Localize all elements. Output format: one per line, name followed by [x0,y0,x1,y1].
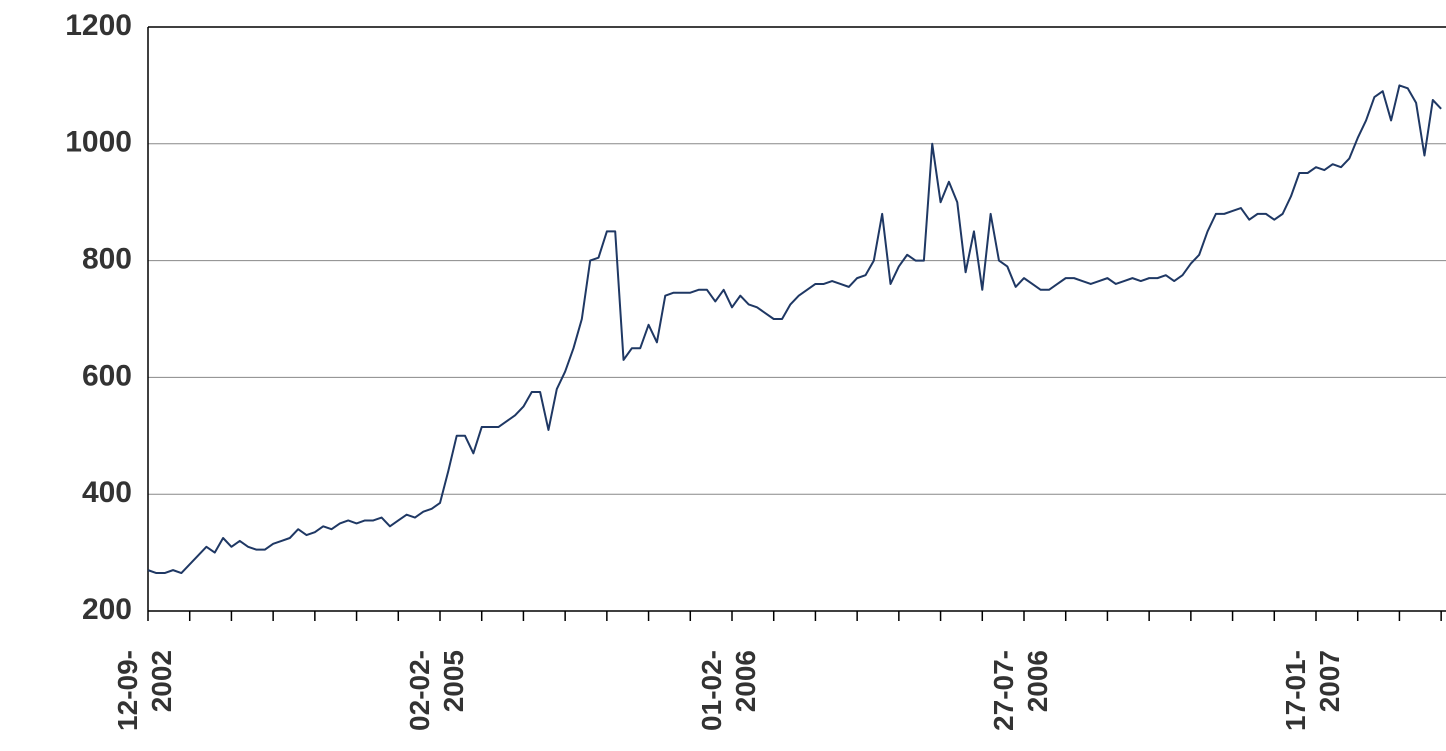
x-tick-label: 17-01- 2007 [1280,650,1345,731]
y-tick-label: 800 [82,243,132,276]
x-tick-label: 27-07- 2006 [988,650,1053,731]
y-tick-label: 1000 [65,126,132,159]
x-tick-label: 01-02- 2006 [696,650,761,731]
x-tick-label: 02-02- 2005 [404,650,469,731]
line-series [147,84,1442,575]
y-tick-label: 600 [82,359,132,392]
y-tick-label: 400 [82,476,132,509]
y-tick-label: 1200 [65,9,132,42]
y-tick-label: 200 [82,593,132,626]
x-tick-label: 12-09- 2002 [112,650,177,731]
